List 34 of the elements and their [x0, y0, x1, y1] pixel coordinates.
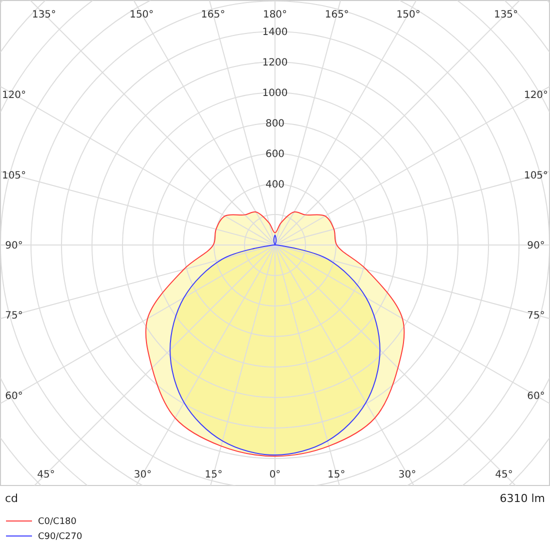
y-tick-label: 1400 [262, 27, 288, 38]
spoke-label: 75° [527, 310, 545, 322]
spoke-label: 45° [37, 470, 55, 480]
spoke-label: 150° [130, 10, 154, 20]
y-tick-label: 800 [265, 118, 285, 130]
spoke-label: 165° [201, 10, 226, 20]
y-tick-label: 1200 [262, 58, 288, 68]
spoke-label: 165° [324, 10, 349, 20]
y-tick-label: 1000 [262, 88, 288, 99]
spoke-label: 135° [32, 10, 56, 20]
legend-label: C0/C180 [38, 517, 77, 528]
spoke-label: 60° [527, 391, 545, 402]
text: cd [5, 492, 18, 505]
spoke-label: 30° [398, 470, 416, 480]
spoke-label: 120° [2, 90, 26, 101]
spoke-label: 135° [494, 10, 518, 20]
spoke-label: 45° [495, 470, 513, 480]
spoke-label: 90° [527, 240, 545, 252]
spoke-label: 60° [5, 391, 23, 402]
spoke-label: 75° [5, 310, 23, 322]
spoke-label: 105° [524, 170, 548, 182]
y-tick-label: 600 [265, 149, 285, 160]
spoke-label: 120° [524, 90, 548, 101]
spoke-label: 15° [327, 470, 346, 480]
y-tick-label: 400 [265, 180, 285, 190]
text: 6310 lm [500, 492, 545, 505]
spoke-label: 15° [204, 470, 223, 480]
spoke-label: 90° [5, 240, 23, 252]
legend-label: C90/C270 [38, 532, 83, 542]
spoke-label: 150° [396, 10, 420, 20]
spoke-label: 0° [269, 470, 281, 480]
spoke-label: 180° [262, 10, 288, 20]
spoke-label: 105° [2, 170, 26, 182]
spoke-label: 30° [134, 470, 152, 480]
